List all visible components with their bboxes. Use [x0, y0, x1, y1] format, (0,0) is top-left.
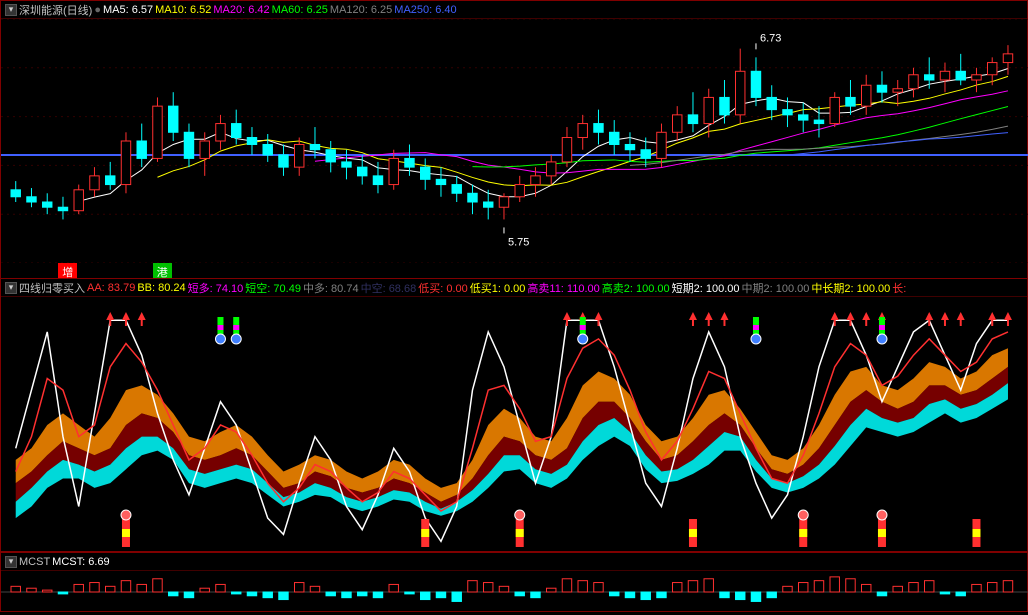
mcst-label-0: MCST: 6.69 [52, 556, 109, 568]
mcst-title: MCST [19, 556, 50, 568]
ma-label-4: MA120: 6.25 [330, 4, 392, 16]
mcst-chart[interactable] [1, 571, 1028, 613]
chevron-icon[interactable]: ▾ [5, 282, 17, 294]
indicator-chart[interactable] [1, 297, 1028, 553]
indicator-header: ▾四线归零买入 AA: 83.79 BB: 80.24 短多: 74.10 短空… [1, 279, 1027, 297]
ind-label-0: AA: 83.79 [87, 282, 135, 294]
ma-label-0: MA5: 6.57 [103, 4, 153, 16]
indicator-panel: ▾四线归零买入 AA: 83.79 BB: 80.24 短多: 74.10 短空… [0, 278, 1028, 552]
candle-title: 深圳能源(日线) [19, 2, 92, 18]
chevron-icon[interactable]: ▾ [5, 556, 17, 568]
candle-panel: ▾深圳能源(日线) ● MA5: 6.57 MA10: 6.52 MA20: 6… [0, 0, 1028, 278]
ind-label-2: 短多: 74.10 [188, 280, 244, 296]
ind-label-12: 中长期2: 100.00 [811, 280, 890, 296]
candle-header: ▾深圳能源(日线) ● MA5: 6.57 MA10: 6.52 MA20: 6… [1, 1, 1027, 19]
ind-label-9: 高卖2: 100.00 [602, 280, 670, 296]
ma-label-2: MA20: 6.42 [213, 4, 269, 16]
ma-label-5: MA250: 6.40 [394, 4, 456, 16]
bullet-icon: ● [94, 4, 101, 16]
svg-text:5.75: 5.75 [508, 236, 529, 248]
ind-label-3: 短空: 70.49 [245, 280, 301, 296]
svg-text:6.73: 6.73 [760, 32, 781, 44]
ind-label-8: 高卖11: 110.00 [527, 280, 599, 296]
ind-label-5: 中空: 68.68 [361, 280, 417, 296]
ind-label-1: BB: 80.24 [137, 282, 185, 294]
ind-label-6: 低买: 0.00 [418, 280, 468, 296]
ma-label-3: MA60: 6.25 [272, 4, 328, 16]
ind-label-13: 长: [892, 280, 906, 296]
mcst-panel: ▾MCST MCST: 6.69 [0, 552, 1028, 612]
ma-label-1: MA10: 6.52 [155, 4, 211, 16]
ind-label-10: 短期2: 100.00 [672, 280, 740, 296]
candle-chart[interactable]: 6.73 5.75 [1, 19, 1028, 263]
ind-label-4: 中多: 80.74 [303, 280, 359, 296]
chevron-icon[interactable]: ▾ [5, 4, 17, 16]
indicator-title: 四线归零买入 [19, 280, 85, 296]
mcst-header: ▾MCST MCST: 6.69 [1, 553, 1027, 571]
candle-bottom-bar: 增港 [1, 263, 1027, 279]
ind-label-7: 低买1: 0.00 [470, 280, 526, 296]
ind-label-11: 中期2: 100.00 [742, 280, 810, 296]
